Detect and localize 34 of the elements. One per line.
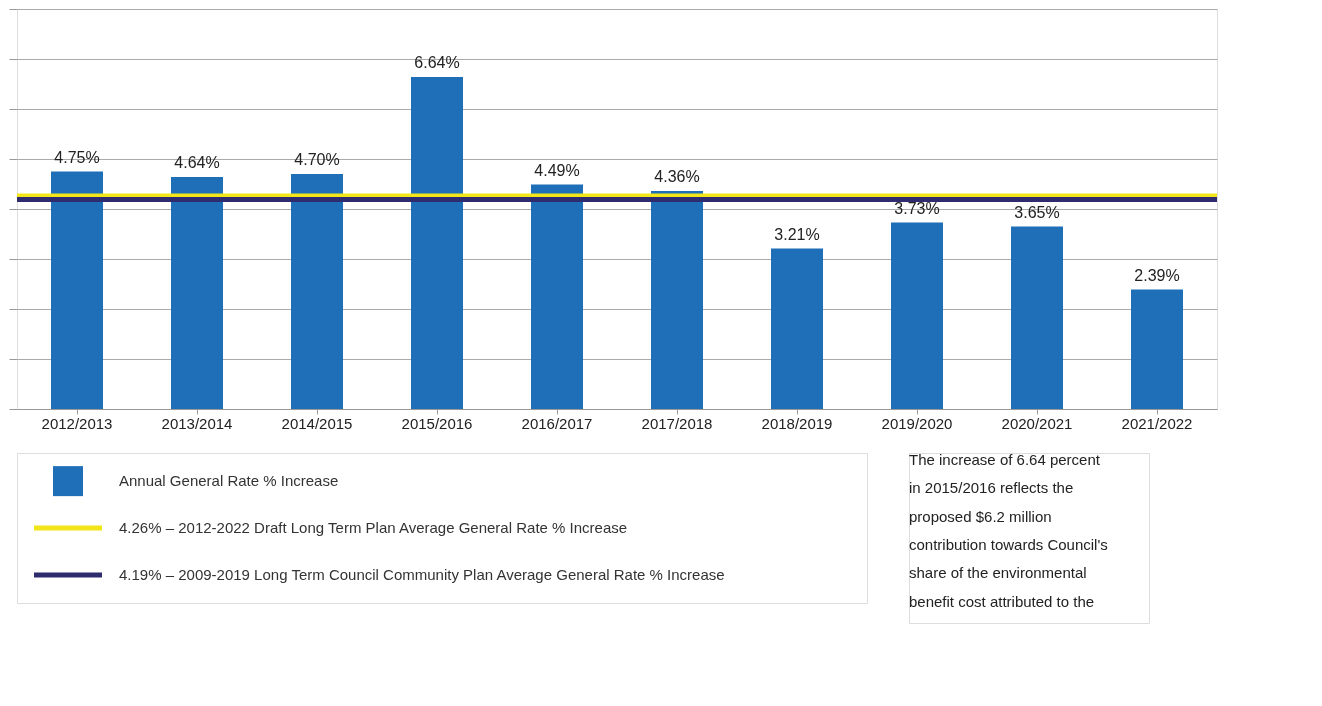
data-label: 4.75% — [54, 148, 100, 166]
data-label: 3.73% — [894, 199, 940, 217]
x-tick-label: 2016/2017 — [521, 414, 593, 432]
legend-label: 4.19% – 2009-2019 Long Term Council Community Plan Average General Rate % Increase — [119, 565, 725, 583]
bar — [891, 222, 943, 409]
x-tick-label: 2017/2018 — [641, 414, 713, 432]
bar — [291, 174, 343, 409]
bar — [51, 171, 103, 409]
legend-label: Annual General Rate % Increase — [119, 472, 339, 490]
data-label: 3.65% — [1014, 203, 1060, 221]
data-label: 4.64% — [174, 154, 220, 171]
legend-label: 4.26% – 2012-2022 Draft Long Term Plan Average General Rate % Increase — [119, 519, 628, 536]
bar — [171, 177, 223, 409]
x-tick-label: 2012/2013 — [41, 414, 113, 432]
x-tick-label: 2015/2016 — [401, 414, 473, 432]
bar — [1131, 289, 1183, 409]
data-label: 6.64% — [414, 54, 460, 71]
x-tick-label: 2021/2022 — [1121, 414, 1193, 432]
x-tick-label: 2020/2021 — [1001, 414, 1073, 432]
bar — [411, 77, 463, 409]
data-label: 2.39% — [1134, 266, 1180, 284]
data-label: 3.21% — [774, 225, 820, 243]
bar — [651, 191, 703, 409]
data-label: 4.49% — [534, 161, 580, 179]
bar — [771, 248, 823, 409]
data-label: 4.36% — [654, 168, 700, 185]
bar — [531, 184, 583, 409]
data-label: 4.70% — [294, 151, 340, 168]
x-tick-label: 2019/2020 — [881, 414, 953, 432]
x-tick-label: 2018/2019 — [761, 414, 833, 432]
x-tick-label: 2013/2014 — [161, 414, 233, 432]
x-tick-label: 2014/2015 — [281, 414, 353, 432]
text: The increase of 6.64 percent in 2015/2016 reflects the proposed $6.2 million contribution towards Council's share of the environmental benefit cost attributed to the — [909, 451, 1108, 610]
bar — [1011, 226, 1063, 409]
